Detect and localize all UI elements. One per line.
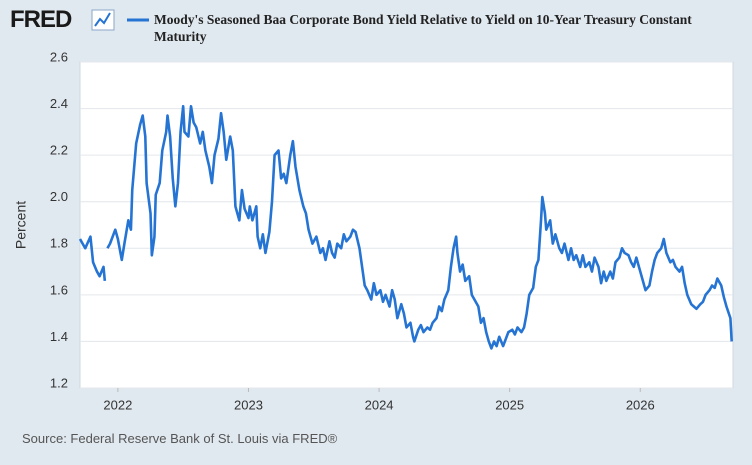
x-tick-label: 2024 xyxy=(365,397,394,412)
y-tick-label: 2.4 xyxy=(50,96,68,111)
x-tick-label: 2026 xyxy=(626,397,655,412)
data-line xyxy=(78,104,733,350)
source-note: Source: Federal Reserve Bank of St. Loui… xyxy=(22,431,338,446)
y-tick-label: 1.8 xyxy=(50,236,68,251)
plot-area xyxy=(79,61,734,389)
y-tick-label: 1.6 xyxy=(50,282,68,297)
x-tick-label: 2023 xyxy=(234,397,263,412)
brand-logo: FRED xyxy=(10,6,72,33)
x-tick-label: 2025 xyxy=(495,397,524,412)
x-tick-label: 2022 xyxy=(103,397,132,412)
y-tick-label: 1.4 xyxy=(50,329,68,344)
y-tick-label: 2.6 xyxy=(50,49,68,64)
y-tick-label: 1.2 xyxy=(50,375,68,390)
y-axis-label: Percent xyxy=(13,201,29,249)
legend-entry: Moody's Seasoned Baa Corporate Bond Yiel… xyxy=(154,12,692,44)
y-tick-label: 2.2 xyxy=(50,143,68,158)
y-tick-label: 2.0 xyxy=(50,189,68,204)
brand-icon xyxy=(91,9,115,31)
